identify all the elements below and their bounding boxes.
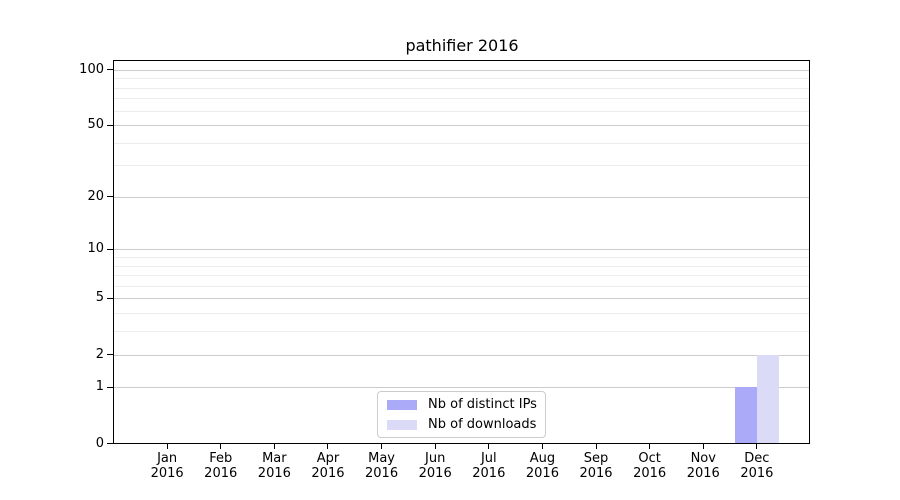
- plot-area: [113, 60, 810, 444]
- y-axis-tick: [107, 354, 113, 355]
- y-axis-tick: [107, 69, 113, 71]
- x-axis-tick: [166, 444, 168, 449]
- legend-swatch-downloads: [387, 419, 417, 430]
- gridline-major: [114, 298, 809, 300]
- chart-title: pathifier 2016: [405, 36, 519, 55]
- x-axis-tick: [595, 444, 597, 449]
- y-axis-tick-label: 50: [87, 117, 104, 133]
- x-axis-tick: [541, 444, 543, 449]
- x-axis-tick-label: May 2016: [365, 451, 399, 481]
- gridline-minor: [114, 331, 809, 333]
- x-axis-tick-label: Dec 2016: [740, 451, 774, 481]
- x-axis-tick-label: Jan 2016: [150, 451, 184, 481]
- x-axis-tick-label: Mar 2016: [257, 451, 291, 481]
- x-axis-tick: [702, 444, 704, 449]
- legend-item-downloads: Nb of downloads: [387, 417, 536, 432]
- legend: Nb of distinct IPs Nb of downloads: [377, 391, 546, 438]
- y-axis-tick-label: 2: [95, 346, 104, 362]
- x-axis-tick: [273, 444, 275, 449]
- y-axis-tick: [107, 124, 113, 126]
- y-axis-tick-label: 0: [95, 435, 104, 451]
- x-axis-tick: [381, 444, 383, 449]
- y-axis-tick-label: 1: [95, 379, 104, 395]
- gridline-major: [114, 196, 809, 198]
- gridline-minor: [114, 275, 809, 277]
- bar-downloads: [756, 354, 779, 444]
- x-axis-tick: [649, 444, 651, 449]
- gridline-major: [114, 125, 809, 127]
- x-axis-tick-label: Jul 2016: [472, 451, 506, 481]
- gridline-minor: [114, 265, 809, 267]
- gridline-minor: [114, 87, 809, 89]
- y-axis-tick: [107, 248, 113, 250]
- gridline-minor: [114, 110, 809, 112]
- y-axis-tick: [107, 443, 113, 444]
- gridline-minor: [114, 78, 809, 80]
- y-axis-tick-label: 10: [87, 241, 104, 257]
- gridline-major: [114, 69, 809, 71]
- x-axis-tick-label: Jun 2016: [418, 451, 452, 481]
- gridline-major: [114, 354, 809, 356]
- y-axis-tick-label: 100: [79, 61, 104, 77]
- x-axis-tick: [327, 444, 329, 449]
- gridline-minor: [114, 142, 809, 144]
- x-axis-tick-label: Sep 2016: [579, 451, 613, 481]
- y-axis-tick-label: 20: [87, 188, 104, 204]
- y-axis-tick: [107, 196, 113, 198]
- x-axis-tick-label: Aug 2016: [525, 451, 559, 481]
- x-axis-tick: [434, 444, 436, 449]
- x-axis-tick-label: Apr 2016: [311, 451, 345, 481]
- gridline-minor: [114, 165, 809, 167]
- gridline-minor: [114, 98, 809, 100]
- gridline-minor: [114, 285, 809, 287]
- gridline-minor: [114, 256, 809, 258]
- x-axis-tick: [488, 444, 490, 449]
- y-axis-tick: [107, 386, 113, 388]
- legend-item-distinct-ips: Nb of distinct IPs: [387, 397, 537, 412]
- x-axis-tick: [756, 444, 758, 449]
- x-axis-tick-label: Feb 2016: [204, 451, 238, 481]
- gridline-major: [114, 249, 809, 251]
- bar-distinct-ips: [734, 387, 757, 444]
- gridline-minor: [114, 313, 809, 315]
- legend-label-distinct-ips: Nb of distinct IPs: [428, 397, 537, 412]
- legend-swatch-distinct-ips: [387, 399, 417, 410]
- x-axis-tick-label: Nov 2016: [686, 451, 720, 481]
- x-axis-tick: [220, 444, 222, 449]
- x-axis-tick-label: Oct 2016: [633, 451, 667, 481]
- y-axis-tick-label: 5: [95, 290, 104, 306]
- legend-label-downloads: Nb of downloads: [428, 417, 537, 432]
- gridline-major: [114, 387, 809, 389]
- y-axis-tick: [107, 297, 113, 299]
